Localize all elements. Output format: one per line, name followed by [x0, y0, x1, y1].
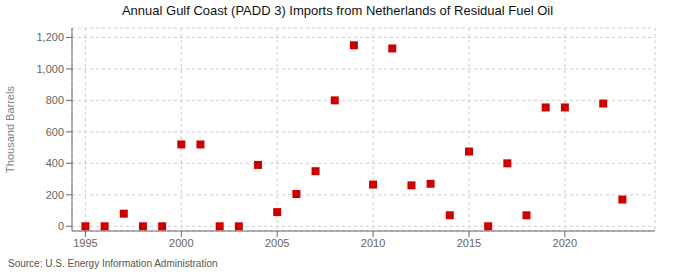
svg-text:2005: 2005: [265, 237, 289, 249]
svg-text:2000: 2000: [169, 237, 193, 249]
svg-text:800: 800: [46, 94, 64, 106]
svg-text:2010: 2010: [361, 237, 385, 249]
svg-text:1,200: 1,200: [36, 31, 64, 43]
svg-text:400: 400: [46, 157, 64, 169]
svg-text:1,000: 1,000: [36, 63, 64, 75]
svg-text:600: 600: [46, 126, 64, 138]
svg-text:2015: 2015: [457, 237, 481, 249]
svg-text:2020: 2020: [553, 237, 577, 249]
svg-text:0: 0: [58, 220, 64, 232]
html-text:Annual Gulf Coast (PADD 3) Imp: Annual Gulf Coast (PADD 3) Imports from …: [121, 3, 553, 18]
html-text:Source: U.S. Energy Informatio: Source: U.S. Energy Information Administ…: [8, 258, 218, 269]
svg-text:1995: 1995: [73, 237, 97, 249]
svg-text:200: 200: [46, 189, 64, 201]
svg-text:Thousand Barrels: Thousand Barrels: [8, 86, 16, 173]
